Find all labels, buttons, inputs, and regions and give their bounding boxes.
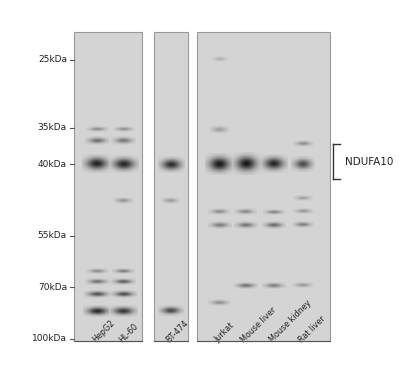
Bar: [197, 32, 330, 341]
Text: HepG2: HepG2: [91, 319, 116, 344]
Text: 100kDa: 100kDa: [32, 334, 67, 344]
Bar: [74, 32, 142, 341]
Text: HL-60: HL-60: [117, 322, 140, 344]
Text: Jurkat: Jurkat: [213, 321, 236, 344]
Text: BT-474: BT-474: [164, 318, 190, 344]
Text: NDUFA10: NDUFA10: [345, 156, 393, 166]
Text: 25kDa: 25kDa: [38, 55, 67, 64]
Text: 70kDa: 70kDa: [38, 283, 67, 292]
Text: 55kDa: 55kDa: [38, 231, 67, 241]
Text: Rat liver: Rat liver: [297, 314, 327, 344]
Text: Mouse liver: Mouse liver: [239, 306, 278, 344]
Bar: [154, 32, 188, 341]
Text: 35kDa: 35kDa: [38, 123, 67, 132]
Text: 40kDa: 40kDa: [38, 160, 67, 169]
Text: Mouse kidney: Mouse kidney: [267, 299, 313, 344]
